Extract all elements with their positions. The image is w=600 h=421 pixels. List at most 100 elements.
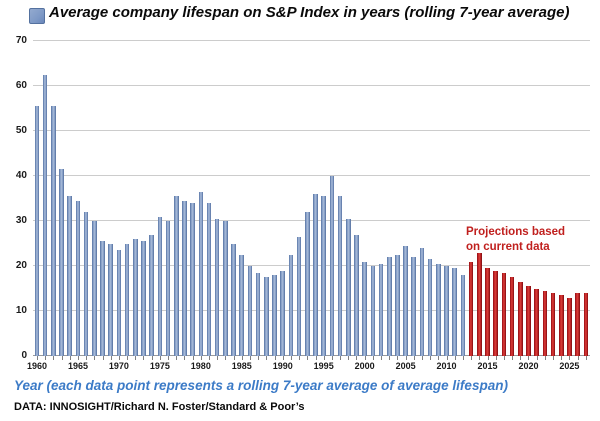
x-axis-tick	[37, 356, 38, 360]
gridline-50	[33, 130, 590, 131]
legend-swatch-icon	[29, 8, 45, 24]
bar-1980	[198, 191, 204, 356]
y-tick-label-30: 30	[15, 215, 27, 226]
bar-2019	[517, 281, 523, 356]
x-axis-tick	[315, 356, 317, 360]
x-axis-tick	[241, 356, 243, 360]
y-tick-label-10: 10	[15, 305, 27, 316]
x-axis-tick	[233, 356, 235, 360]
bar-2022	[542, 290, 548, 356]
bar-2017	[501, 272, 507, 356]
x-axis-tick	[159, 356, 161, 360]
x-axis-tick	[389, 356, 391, 360]
x-axis-tick	[274, 356, 276, 360]
x-axis-tick	[266, 356, 268, 360]
y-tick-label-0: 0	[21, 350, 27, 361]
x-axis-tick	[340, 356, 342, 360]
x-axis-tick	[77, 356, 79, 360]
bar-1988	[264, 277, 269, 356]
y-tick-label-20: 20	[15, 260, 27, 271]
bar-2018	[509, 277, 515, 356]
x-axis-tick	[536, 356, 538, 360]
source-attribution: DATA: INNOSIGHT/Richard N. Foster/Standa…	[14, 401, 305, 413]
x-axis-tick	[45, 356, 47, 360]
x-axis-tick	[217, 356, 219, 360]
bar-1964	[67, 196, 73, 356]
bar-1995	[321, 196, 326, 356]
x-axis-tick	[561, 356, 563, 360]
bar-1975	[157, 216, 163, 356]
x-axis-tick	[503, 356, 505, 360]
x-axis-title: Year (each data point represents a rolli…	[14, 378, 508, 393]
x-axis-tick	[421, 356, 423, 360]
x-axis-tick	[282, 356, 284, 360]
x-axis-tick	[69, 356, 71, 360]
bar-1977	[173, 196, 179, 356]
bar-1982	[214, 218, 220, 356]
x-axis-tick	[323, 356, 325, 360]
x-axis-tick	[356, 356, 358, 360]
x-axis-tick	[258, 356, 260, 360]
x-axis-tick	[413, 356, 415, 360]
x-axis-tick	[372, 356, 374, 360]
x-axis-tick	[553, 356, 555, 360]
bar-2006	[411, 257, 417, 356]
x-tick-label-2010: 2010	[436, 361, 457, 371]
x-axis-tick	[110, 356, 112, 360]
x-axis-tick	[307, 356, 309, 360]
x-axis-tick	[397, 356, 399, 360]
x-axis-tick	[86, 356, 88, 360]
x-tick-label-2020: 2020	[518, 361, 539, 371]
x-tick-label-2005: 2005	[395, 361, 416, 371]
x-axis-tick	[209, 356, 210, 360]
bar-1969	[108, 243, 113, 356]
x-axis-tick	[462, 356, 464, 360]
x-tick-label-1985: 1985	[231, 361, 252, 371]
x-tick-label-1975: 1975	[149, 361, 170, 371]
chart-title: Average company lifespan on S&P Index in…	[49, 4, 570, 21]
bar-1978	[182, 200, 187, 356]
bar-2026	[575, 293, 580, 356]
x-axis-tick	[135, 356, 137, 360]
y-tick-label-70: 70	[15, 35, 27, 46]
x-axis-tick	[520, 356, 522, 360]
x-axis-tick	[127, 356, 129, 360]
x-tick-label-2015: 2015	[477, 361, 498, 371]
x-axis-tick	[225, 356, 227, 360]
bar-1996	[329, 176, 335, 356]
x-axis-tick	[577, 356, 579, 360]
bar-2009	[436, 263, 441, 356]
gridline-10	[33, 310, 590, 311]
bar-1994	[313, 194, 318, 356]
bar-2001	[370, 266, 376, 356]
x-axis-tick	[299, 356, 301, 360]
gridline-0	[33, 355, 590, 356]
x-axis-tick	[290, 356, 292, 360]
x-axis-tick	[405, 356, 407, 360]
bar-2000	[362, 261, 367, 356]
bar-1985	[239, 254, 245, 356]
bar-2024	[558, 295, 564, 356]
bar-1993	[305, 212, 310, 356]
bar-2015	[485, 268, 490, 356]
x-tick-label-1990: 1990	[272, 361, 293, 371]
x-tick-label-2025: 2025	[559, 361, 580, 371]
x-axis-tick	[200, 356, 202, 360]
x-axis-tick	[143, 356, 145, 360]
bar-1973	[141, 241, 146, 356]
x-axis-tick	[151, 356, 153, 360]
bar-2027	[583, 293, 589, 356]
bar-1968	[100, 241, 105, 356]
x-axis-tick	[192, 356, 194, 360]
y-tick-label-50: 50	[15, 125, 27, 136]
bar-2023	[550, 293, 556, 356]
bar-2003	[386, 257, 392, 356]
bar-2013	[468, 261, 474, 356]
x-axis-tick	[331, 356, 333, 360]
x-axis-tick	[495, 356, 497, 360]
x-tick-label-1980: 1980	[190, 361, 211, 371]
bar-2011	[452, 268, 458, 356]
plot-area	[33, 40, 590, 356]
x-axis-tick	[544, 356, 546, 360]
x-axis-tick	[61, 356, 63, 360]
